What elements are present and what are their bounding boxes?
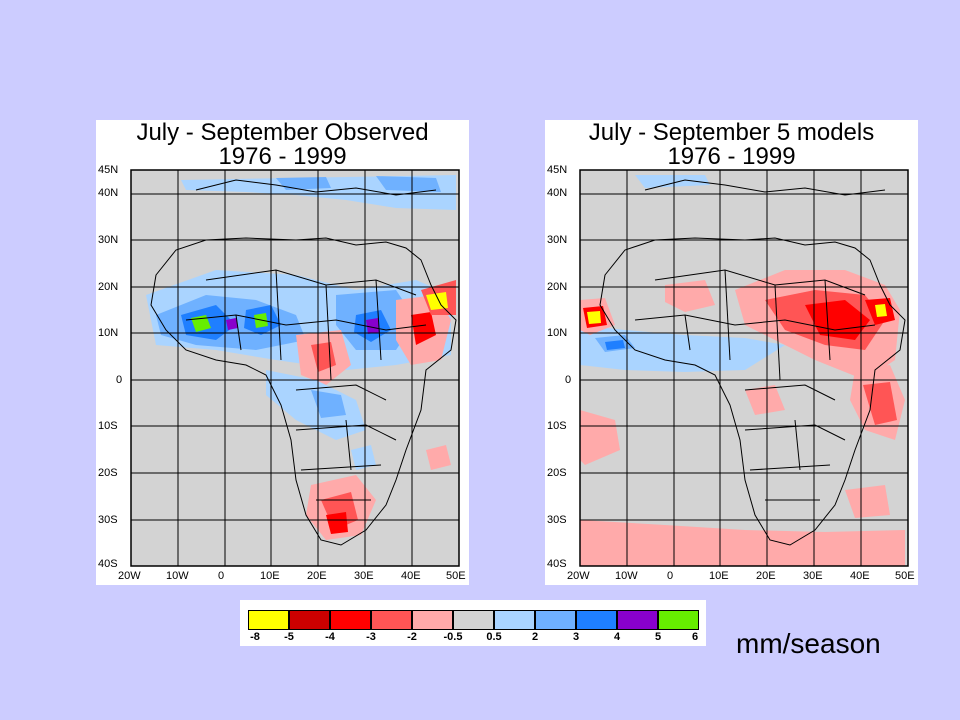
- lat-label: 40N: [98, 187, 119, 199]
- lon-label: 10W: [615, 570, 638, 582]
- lat-label: 10N: [547, 327, 568, 339]
- observed-map-svg: [130, 169, 460, 567]
- lon-label: 0: [218, 570, 225, 582]
- observed-map-panel: July - September Observed 1976 - 1999: [96, 120, 469, 585]
- legend-label: -3: [366, 631, 376, 643]
- legend-label: -8: [250, 631, 260, 643]
- legend-label: 6: [691, 631, 699, 643]
- lat-label: 45N: [98, 164, 119, 176]
- lat-label: 20S: [547, 467, 567, 479]
- lat-label: 30N: [547, 234, 568, 246]
- lat-label: 40S: [547, 558, 567, 570]
- lat-label: 30S: [547, 514, 567, 526]
- lon-label: 30E: [803, 570, 823, 582]
- legend-label: 5: [654, 631, 662, 643]
- lat-label: 10S: [547, 420, 567, 432]
- lon-label: 0: [667, 570, 674, 582]
- lon-label: 20E: [307, 570, 327, 582]
- lon-label: 40E: [850, 570, 870, 582]
- legend-label: 3: [572, 631, 580, 643]
- lat-label: 20N: [98, 281, 119, 293]
- legend-label: -2: [407, 631, 417, 643]
- lat-label: 45N: [547, 164, 568, 176]
- lat-label: 0: [565, 374, 572, 386]
- lon-label: 50E: [446, 570, 466, 582]
- legend-label: -5: [284, 631, 294, 643]
- legend-swatch: [535, 610, 576, 630]
- lat-label: 10N: [98, 327, 119, 339]
- legend-swatch: [453, 610, 494, 630]
- legend-swatch: [412, 610, 453, 630]
- color-legend: -8 -5 -4 -3 -2 -0.5 0.5 2 3 4 5 6: [240, 600, 706, 646]
- lon-label: 50E: [895, 570, 915, 582]
- lon-label: 10E: [709, 570, 729, 582]
- lon-label: 10E: [260, 570, 280, 582]
- legend-label: 4: [613, 631, 621, 643]
- legend-label: -4: [325, 631, 335, 643]
- lat-label: 20N: [547, 281, 568, 293]
- legend-swatch: [617, 610, 658, 630]
- legend-swatch: [248, 610, 289, 630]
- models-grid: [580, 170, 908, 566]
- lon-label: 20E: [756, 570, 776, 582]
- legend-swatch: [371, 610, 412, 630]
- models-map-svg: [579, 169, 909, 567]
- observed-map-period: 1976 - 1999: [218, 143, 347, 170]
- lon-label: 20W: [567, 570, 590, 582]
- lon-label: 10W: [166, 570, 189, 582]
- models-map-title: July - September 5 models: [588, 119, 875, 146]
- observed-map-title: July - September Observed: [136, 119, 429, 146]
- lat-label: 10S: [98, 420, 118, 432]
- legend-swatch: [658, 610, 699, 630]
- observed-anomaly-shading: [146, 175, 456, 540]
- units-label: mm/season: [736, 628, 881, 659]
- lat-label: 40N: [547, 187, 568, 199]
- models-map-period: 1976 - 1999: [667, 143, 796, 170]
- lat-label: 30N: [98, 234, 119, 246]
- legend-label: 0.5: [486, 631, 502, 643]
- lat-label: 20S: [98, 467, 118, 479]
- lon-label: 30E: [354, 570, 374, 582]
- legend-swatch: [576, 610, 617, 630]
- models-map-panel: July - September 5 models 1976 - 1999: [545, 120, 918, 585]
- lon-label: 40E: [401, 570, 421, 582]
- legend-label: -0.5: [443, 631, 463, 643]
- legend-swatch: [330, 610, 371, 630]
- observed-grid: [131, 170, 459, 566]
- lat-label: 40S: [98, 558, 118, 570]
- lat-label: 0: [116, 374, 123, 386]
- lat-label: 30S: [98, 514, 118, 526]
- observed-map-field: [131, 170, 459, 566]
- legend-swatch: [494, 610, 535, 630]
- legend-label: 2: [531, 631, 539, 643]
- lon-label: 20W: [118, 570, 141, 582]
- models-anomaly-shading: [580, 175, 905, 566]
- legend-swatch: [289, 610, 330, 630]
